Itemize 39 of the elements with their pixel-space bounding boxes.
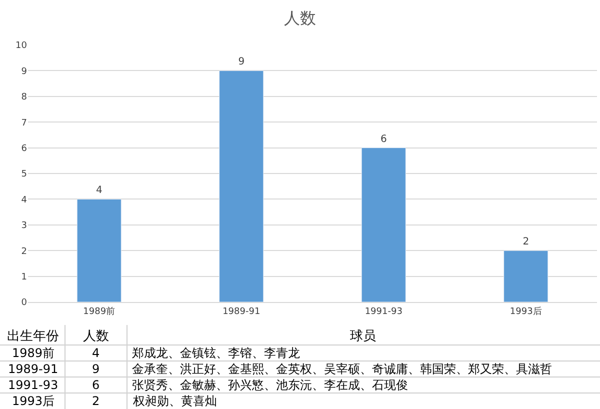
- text: 郑成龙、金镇铉、李镕、李青龙: [132, 346, 300, 360]
- text: 4: [92, 346, 100, 360]
- text: 权昶勋、黄喜灿: [132, 394, 217, 408]
- text: 球员: [350, 329, 376, 344]
- text: 金承奎、洪正好、金基熙、金英权、吴宰硕、奇诚庸、韩国荣、郑又荣、具滋哲: [132, 362, 552, 376]
- x-tick-label: 1993后: [510, 306, 542, 317]
- y-tick-label: 8: [21, 92, 28, 103]
- y-tick-label: 6: [21, 144, 28, 154]
- y-tick-label: 5: [21, 170, 27, 180]
- bar: [219, 70, 264, 302]
- text: 出生年份: [7, 329, 59, 344]
- text: 1991-93: [8, 378, 58, 392]
- text: 9: [92, 362, 100, 376]
- y-tick-label: 2: [21, 246, 27, 257]
- x-tick-label: 1989前: [83, 306, 116, 317]
- y-tick-label: 4: [21, 195, 28, 206]
- text: 1989前: [12, 346, 55, 360]
- y-tick-label: 7: [21, 118, 27, 128]
- y-tick-label: 9: [21, 66, 28, 77]
- y-tick-label: 0: [21, 298, 28, 308]
- text: 1993后: [12, 394, 55, 408]
- data-label: 9: [238, 56, 245, 68]
- y-tick-label: 3: [21, 221, 27, 232]
- bar: [76, 198, 122, 302]
- text: 2: [92, 394, 100, 408]
- y-tick-label: 10: [16, 41, 28, 52]
- y-tick-label: 1: [21, 272, 27, 282]
- text: 张贤秀、金敏赫、孙兴慜、池东沅、李在成、石现俊: [132, 378, 408, 392]
- bar: [504, 250, 548, 302]
- text: 6: [92, 378, 100, 392]
- data-label: 6: [380, 134, 387, 145]
- bar: [361, 148, 406, 302]
- x-tick-label: 1991-93: [364, 306, 402, 317]
- text: 人数: [83, 329, 109, 344]
- data-label: 2: [522, 236, 530, 248]
- data-label: 4: [96, 185, 102, 196]
- x-tick-label: 1989-91: [222, 306, 260, 317]
- chart-title: 人数: [284, 8, 316, 28]
- text: 1989-91: [8, 362, 58, 376]
